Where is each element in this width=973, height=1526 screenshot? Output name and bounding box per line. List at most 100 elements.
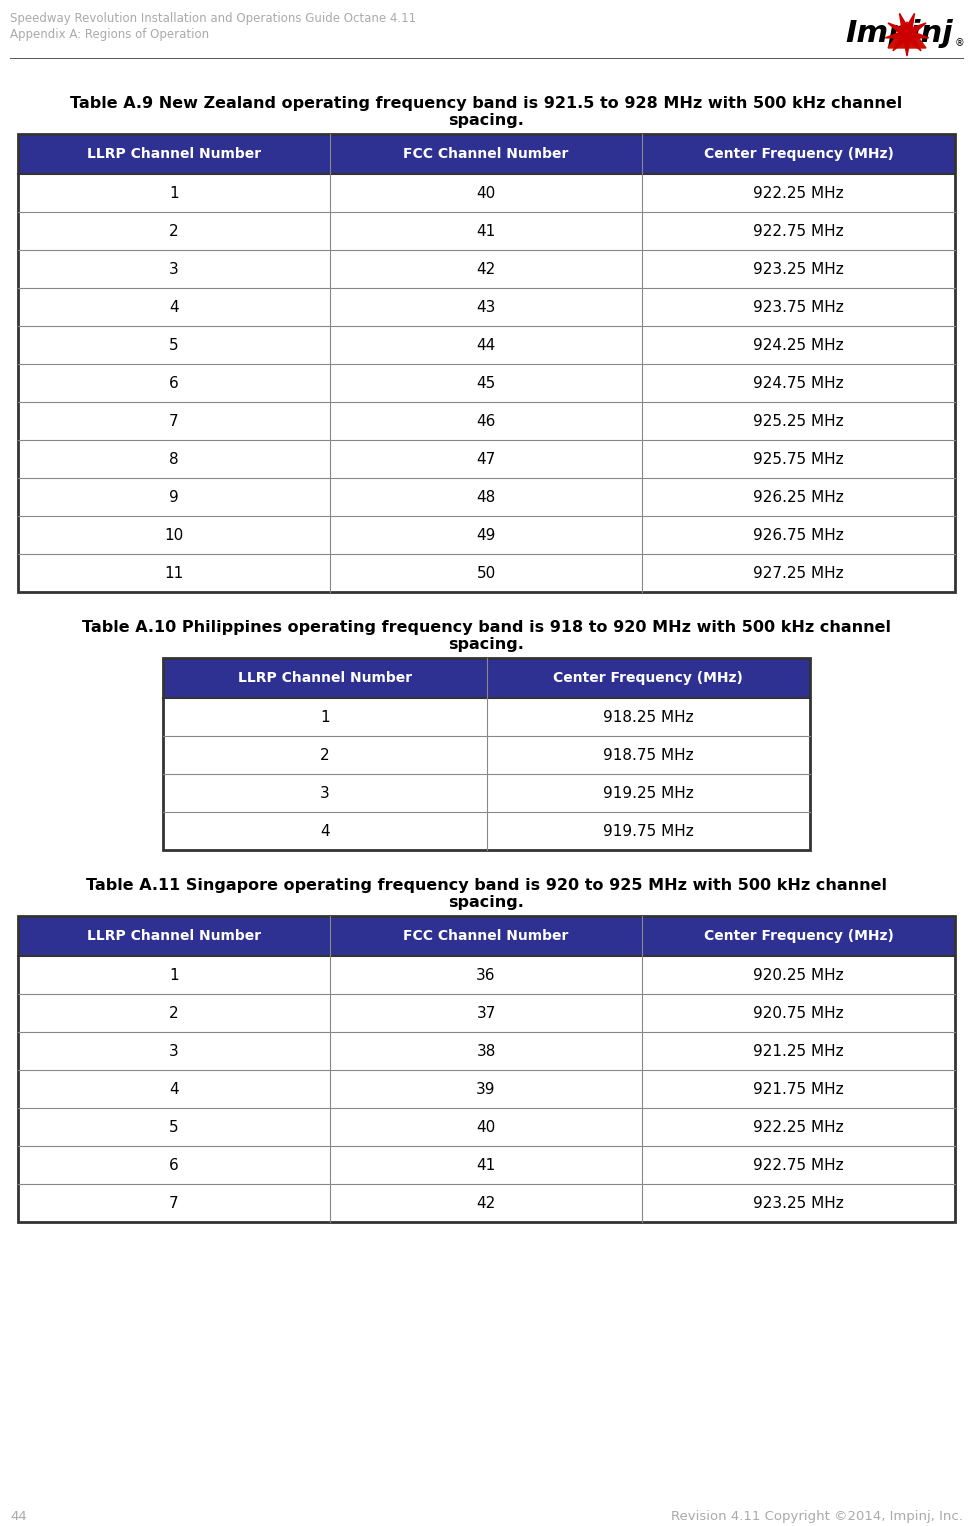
Text: 926.75 MHz: 926.75 MHz <box>753 528 844 543</box>
Bar <box>18 1184 330 1222</box>
Text: 1: 1 <box>169 186 179 200</box>
Text: 920.25 MHz: 920.25 MHz <box>753 967 844 983</box>
Text: 40: 40 <box>477 186 495 200</box>
Text: Table A.9 New Zealand operating frequency band is 921.5 to 928 MHz with 500 kHz : Table A.9 New Zealand operating frequenc… <box>70 96 903 111</box>
Bar <box>330 916 642 955</box>
Bar <box>18 1108 330 1146</box>
Bar <box>330 1108 642 1146</box>
Bar <box>18 365 330 401</box>
Text: 922.75 MHz: 922.75 MHz <box>753 1158 844 1172</box>
Bar <box>18 1146 330 1184</box>
Text: spacing.: spacing. <box>449 636 524 652</box>
Polygon shape <box>888 21 926 47</box>
Bar <box>642 516 955 554</box>
Bar <box>330 516 642 554</box>
Bar <box>642 439 955 478</box>
Text: 925.75 MHz: 925.75 MHz <box>753 452 844 467</box>
Text: Table A.11 Singapore operating frequency band is 920 to 925 MHz with 500 kHz cha: Table A.11 Singapore operating frequency… <box>86 877 887 893</box>
Text: 41: 41 <box>477 223 495 238</box>
Text: 46: 46 <box>477 414 495 429</box>
Bar <box>642 1146 955 1184</box>
Bar <box>330 134 642 174</box>
Text: 2: 2 <box>169 1006 179 1021</box>
Text: 38: 38 <box>477 1044 495 1059</box>
Bar <box>642 1070 955 1108</box>
Bar <box>642 1032 955 1070</box>
Text: 4: 4 <box>169 1082 179 1097</box>
Text: Center Frequency (MHz): Center Frequency (MHz) <box>554 671 743 685</box>
Text: 927.25 MHz: 927.25 MHz <box>753 566 844 580</box>
Bar <box>18 327 330 365</box>
Bar <box>330 288 642 327</box>
Bar <box>330 1184 642 1222</box>
Bar <box>18 993 330 1032</box>
Text: Speedway Revolution Installation and Operations Guide Octane 4.11: Speedway Revolution Installation and Ope… <box>10 12 416 24</box>
Bar <box>330 554 642 592</box>
Text: Appendix A: Regions of Operation: Appendix A: Regions of Operation <box>10 27 209 41</box>
Text: FCC Channel Number: FCC Channel Number <box>404 929 569 943</box>
Text: 10: 10 <box>164 528 184 543</box>
Text: 923.25 MHz: 923.25 MHz <box>753 1195 844 1210</box>
Bar <box>642 327 955 365</box>
Text: 3: 3 <box>169 261 179 276</box>
Text: 49: 49 <box>477 528 495 543</box>
Bar <box>18 1070 330 1108</box>
Bar <box>642 365 955 401</box>
Bar <box>642 288 955 327</box>
Text: 40: 40 <box>477 1120 495 1134</box>
Text: LLRP Channel Number: LLRP Channel Number <box>237 671 412 685</box>
Text: 4: 4 <box>320 824 330 838</box>
Text: 921.25 MHz: 921.25 MHz <box>753 1044 844 1059</box>
Text: 920.75 MHz: 920.75 MHz <box>753 1006 844 1021</box>
Bar <box>642 993 955 1032</box>
Bar <box>163 658 486 697</box>
Bar <box>642 916 955 955</box>
Bar <box>18 554 330 592</box>
Text: 924.75 MHz: 924.75 MHz <box>753 375 844 391</box>
Text: 41: 41 <box>477 1158 495 1172</box>
Text: 5: 5 <box>169 1120 179 1134</box>
Text: 39: 39 <box>476 1082 496 1097</box>
Text: 922.75 MHz: 922.75 MHz <box>753 223 844 238</box>
Text: 918.75 MHz: 918.75 MHz <box>603 748 694 763</box>
Bar <box>642 955 955 993</box>
Bar <box>330 401 642 439</box>
Text: 926.25 MHz: 926.25 MHz <box>753 490 844 505</box>
Bar <box>642 401 955 439</box>
Text: 1: 1 <box>320 710 330 725</box>
Text: Revision 4.11 Copyright ©2014, Impinj, Inc.: Revision 4.11 Copyright ©2014, Impinj, I… <box>671 1511 963 1523</box>
Text: LLRP Channel Number: LLRP Channel Number <box>87 929 261 943</box>
Bar <box>486 658 810 697</box>
Text: 3: 3 <box>169 1044 179 1059</box>
Bar <box>163 697 486 736</box>
Bar <box>330 955 642 993</box>
Text: 925.25 MHz: 925.25 MHz <box>753 414 844 429</box>
Text: 922.25 MHz: 922.25 MHz <box>753 1120 844 1134</box>
Text: 8: 8 <box>169 452 179 467</box>
Bar <box>330 439 642 478</box>
Bar <box>18 955 330 993</box>
Text: 923.25 MHz: 923.25 MHz <box>753 261 844 276</box>
Text: 923.75 MHz: 923.75 MHz <box>753 299 844 314</box>
Text: 3: 3 <box>320 786 330 801</box>
Bar <box>18 134 955 592</box>
Bar <box>18 516 330 554</box>
Text: 7: 7 <box>169 414 179 429</box>
Text: 44: 44 <box>10 1511 26 1523</box>
Text: 4: 4 <box>169 299 179 314</box>
Bar <box>330 993 642 1032</box>
Bar <box>330 365 642 401</box>
Bar <box>18 250 330 288</box>
Text: 919.25 MHz: 919.25 MHz <box>603 786 694 801</box>
Text: LLRP Channel Number: LLRP Channel Number <box>87 146 261 162</box>
Text: 2: 2 <box>320 748 330 763</box>
Bar <box>18 1032 330 1070</box>
Bar <box>18 439 330 478</box>
Bar <box>486 736 810 774</box>
Text: Center Frequency (MHz): Center Frequency (MHz) <box>703 929 893 943</box>
Text: 47: 47 <box>477 452 495 467</box>
Bar <box>18 134 330 174</box>
Text: 9: 9 <box>169 490 179 505</box>
Text: 43: 43 <box>477 299 495 314</box>
Text: 37: 37 <box>477 1006 495 1021</box>
